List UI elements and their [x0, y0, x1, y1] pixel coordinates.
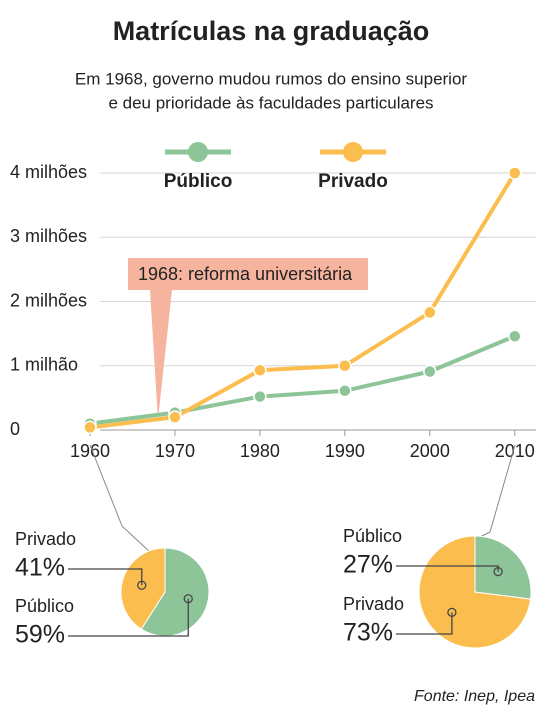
point	[168, 410, 182, 424]
leader-line	[68, 568, 143, 586]
point	[253, 389, 267, 404]
source: Fonte: Inep, Ipea	[414, 688, 535, 705]
subtitle: Em 1968, governo mudou rumos do ensino s…	[75, 69, 468, 88]
legend-label: Público	[164, 171, 233, 192]
leader-dot	[493, 566, 503, 577]
x-tick-label: 2010	[495, 441, 535, 461]
x-tick-label: 1990	[325, 441, 365, 461]
point	[423, 364, 437, 379]
x-tick-label: 2000	[410, 441, 450, 461]
leader-dot	[183, 594, 193, 604]
connector	[89, 444, 151, 553]
annotation: 1968: reforma universitária	[138, 264, 353, 284]
x-tick-label: 1980	[240, 441, 280, 461]
point	[253, 363, 267, 377]
pie-slice	[474, 535, 532, 600]
y-tick-label: 1 milhão	[10, 355, 78, 375]
slice-label: 27%	[343, 551, 393, 579]
y-tick-label: 0	[10, 419, 20, 439]
leader-line	[68, 598, 189, 637]
subtitle: e deu prioridade às faculdades particula…	[108, 93, 433, 112]
legend-label: Privado	[318, 171, 388, 192]
point	[423, 305, 437, 320]
point	[338, 359, 352, 373]
y-tick-label: 2 milhões	[10, 290, 87, 310]
leader-line	[396, 612, 453, 635]
slice-name: Público	[343, 526, 402, 546]
legend-marker	[188, 142, 208, 162]
x-tick-label: 1960	[70, 441, 110, 461]
slice-label: 41%	[15, 554, 65, 582]
annotation-box	[128, 258, 368, 290]
series-line	[89, 171, 517, 430]
leader-dot	[447, 607, 457, 618]
slice-name: Privado	[343, 594, 404, 614]
leader-dot	[137, 580, 147, 590]
point	[83, 420, 97, 435]
slice-name: Privado	[15, 529, 76, 549]
point	[508, 329, 522, 343]
slice-name: Público	[15, 596, 74, 616]
leader-line	[396, 565, 499, 572]
series-line	[89, 334, 516, 426]
slice-label: 73%	[343, 619, 393, 647]
slice-label: 59%	[15, 621, 65, 649]
legend-marker	[343, 142, 363, 162]
y-tick-label: 4 milhões	[10, 162, 87, 182]
connector	[479, 444, 516, 538]
point	[508, 166, 522, 180]
y-tick-label: 3 milhões	[10, 226, 87, 246]
chart-title: Matrículas na graduação	[113, 16, 430, 46]
annotation-pointer	[150, 290, 172, 420]
point	[338, 384, 352, 398]
x-tick-label: 1970	[155, 441, 195, 461]
